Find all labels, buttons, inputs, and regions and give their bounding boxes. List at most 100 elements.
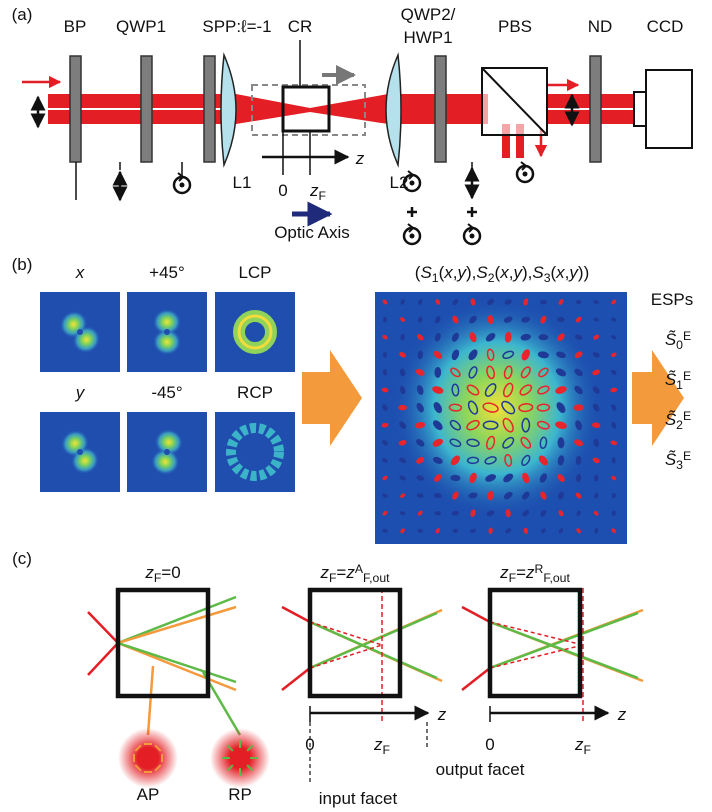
crystal	[490, 590, 580, 696]
circular-pol-dot	[410, 181, 415, 186]
esp-term: S̃2E	[665, 409, 691, 433]
text-run: S̃	[665, 329, 677, 349]
text-run: F,out	[543, 571, 570, 585]
text-run: x	[499, 263, 509, 282]
beam-label: RP	[228, 785, 252, 804]
pol-ellipse	[595, 475, 598, 481]
pol-ellipse	[384, 317, 387, 321]
text-run: z	[499, 563, 509, 582]
pol-ellipse	[416, 422, 425, 428]
text-run: F	[154, 571, 161, 585]
text-run: -45°	[151, 383, 182, 402]
axis-origin: 0	[485, 735, 494, 754]
crystal	[118, 590, 208, 696]
panel-label: (c)	[12, 549, 32, 568]
pol-ellipse	[451, 475, 460, 480]
pol-ellipse	[505, 332, 511, 342]
text-run: F	[319, 189, 326, 203]
image-label: y	[75, 383, 86, 402]
optic-axis-label: Optic Axis	[274, 223, 350, 242]
pol-ellipse	[594, 439, 599, 446]
ray	[282, 668, 310, 690]
component-label: CCD	[647, 17, 684, 36]
pol-ellipse	[612, 458, 615, 463]
axis-name: z	[437, 705, 447, 724]
pol-ellipse	[400, 369, 405, 376]
text-run: z	[525, 563, 535, 582]
ray	[118, 607, 236, 643]
pol-ellipse	[506, 510, 510, 517]
axis-name: z	[617, 705, 627, 724]
text-run: F	[383, 743, 390, 757]
text-run: S̃	[665, 409, 677, 429]
text-run: z	[319, 563, 329, 582]
pol-ellipse	[401, 335, 404, 340]
esp-term: S̃3E	[665, 449, 691, 473]
axis-origin: 0	[278, 181, 287, 200]
focus-label: zF	[373, 735, 390, 757]
core	[249, 326, 261, 338]
nd-plate	[590, 56, 601, 162]
esps-title: ESPs	[651, 290, 694, 309]
focus-label: zF	[574, 735, 591, 757]
facet-label: output facet	[436, 760, 525, 779]
pol-ellipse	[574, 405, 583, 410]
ray	[118, 597, 236, 643]
ray	[88, 643, 118, 675]
pol-ellipse	[538, 351, 548, 358]
ray	[282, 607, 310, 622]
text-run: =0	[161, 563, 180, 582]
case-title: zF=0	[144, 563, 180, 585]
circular-pol-dot	[410, 234, 415, 239]
pol-ellipse	[434, 494, 441, 498]
text-run: E	[683, 409, 691, 423]
pol-ellipse	[470, 529, 475, 533]
text-run: F	[584, 743, 591, 757]
text-run: z	[345, 563, 355, 582]
plus	[407, 207, 417, 217]
image-label: LCP	[238, 263, 271, 282]
text-run: F	[509, 571, 516, 585]
text-run: S̃	[665, 369, 677, 389]
text-run: F	[329, 571, 336, 585]
text-run: E	[683, 449, 691, 463]
text-run: S̃	[665, 449, 677, 469]
beam-glow	[118, 728, 178, 788]
text-run: x	[555, 263, 565, 282]
text-run: z	[574, 735, 584, 754]
case-title: zF=zRF,out	[499, 562, 570, 586]
panel-label: (b)	[12, 255, 33, 274]
facet-label: input facet	[319, 789, 398, 808]
text-run: x	[75, 263, 85, 282]
image-label: RCP	[237, 383, 273, 402]
spp-plate	[204, 56, 215, 162]
pol-ellipse	[399, 406, 406, 410]
qwp1-plate	[141, 56, 152, 162]
circular-pol-dot	[470, 234, 475, 239]
core	[164, 329, 170, 335]
ray	[490, 613, 638, 668]
core	[164, 449, 170, 455]
text-run: S	[476, 263, 488, 282]
pol-ellipse	[384, 353, 387, 358]
component-label: L2	[390, 173, 409, 192]
component-label: ND	[588, 17, 613, 36]
text-run: ))	[578, 263, 589, 282]
pol-ellipse	[400, 512, 404, 515]
ray	[88, 612, 118, 643]
pol-ellipse	[383, 529, 387, 532]
text-run: +45°	[149, 263, 185, 282]
component-label: SPP:ℓ=-1	[202, 17, 271, 36]
circular-pol-dot	[180, 183, 185, 188]
pol-ellipse	[611, 388, 617, 392]
ray	[490, 622, 583, 645]
component-label: PBS	[498, 17, 532, 36]
ray	[310, 622, 437, 678]
image-label: +45°	[149, 263, 185, 282]
text-run: E	[683, 369, 691, 383]
pol-ellipse	[382, 388, 388, 392]
esp-term: S̃1E	[665, 369, 691, 393]
ray	[462, 668, 490, 690]
core	[77, 449, 83, 455]
pol-ellipse	[541, 300, 547, 304]
